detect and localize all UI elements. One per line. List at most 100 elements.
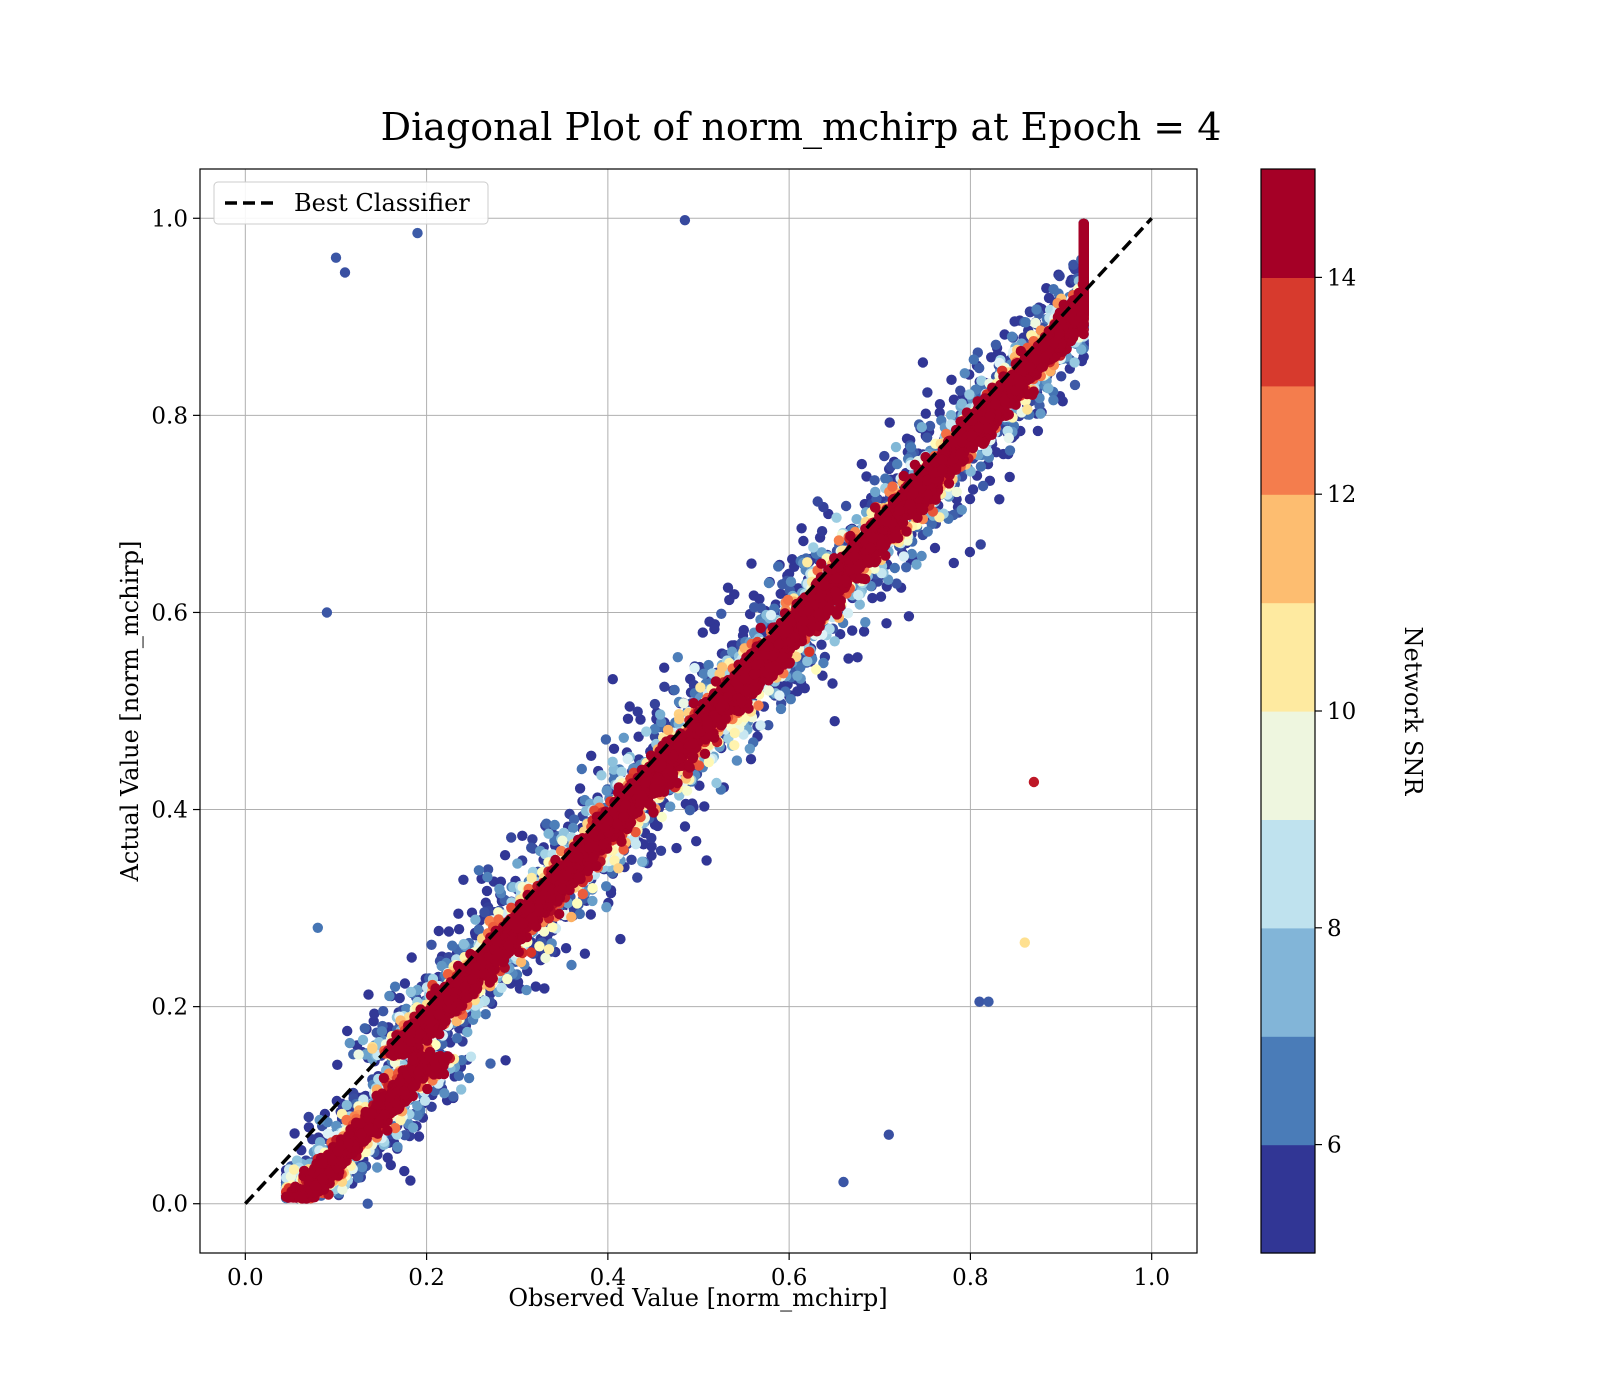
scatter-point xyxy=(695,682,706,693)
scatter-point xyxy=(729,727,740,739)
scatter-point xyxy=(916,422,927,433)
scatter-point xyxy=(549,819,560,831)
scatter-point xyxy=(816,639,827,650)
scatter-point xyxy=(964,389,975,400)
scatter-point xyxy=(811,664,822,675)
scatter-point xyxy=(407,1122,419,1133)
scatter-point xyxy=(419,1095,431,1107)
scatter-point xyxy=(608,743,620,754)
scatter-point xyxy=(405,1175,416,1186)
scatter-point xyxy=(847,625,858,636)
scatter-point xyxy=(494,883,505,895)
scatter-point xyxy=(557,835,568,846)
scatter-point xyxy=(356,1161,368,1173)
chart-title: Diagonal Plot of norm_mchirp at Epoch = … xyxy=(381,105,1222,150)
scatter-point xyxy=(453,924,465,935)
scatter-point xyxy=(363,989,374,1000)
scatter-point xyxy=(344,1037,355,1049)
scatter-point xyxy=(1035,408,1046,419)
scatter-point xyxy=(479,907,490,918)
scatter-point xyxy=(655,709,666,720)
scatter-point xyxy=(384,990,395,1002)
scatter-point xyxy=(659,662,670,673)
scatter-point xyxy=(922,387,933,398)
scatter-point xyxy=(905,442,917,453)
scatter-point xyxy=(615,933,626,945)
scatter-point xyxy=(729,740,740,751)
scatter-point xyxy=(622,713,634,724)
scatter-point xyxy=(785,694,796,705)
scatter-point xyxy=(838,1176,849,1188)
scatter-point xyxy=(716,608,727,619)
scatter-point xyxy=(288,1164,300,1175)
scatter-point xyxy=(831,512,842,523)
scatter-point xyxy=(975,461,987,472)
scatter-point xyxy=(635,714,646,725)
scatter-point xyxy=(576,763,587,775)
scatter-point xyxy=(527,834,538,845)
scatter-point xyxy=(632,706,643,717)
scatter-point xyxy=(566,959,577,971)
scatter-point xyxy=(879,450,890,462)
scatter-point xyxy=(975,539,986,550)
scatter-point xyxy=(934,399,946,410)
scatter-point xyxy=(433,925,444,937)
scatter-point xyxy=(917,357,929,368)
scatter-point xyxy=(624,701,635,712)
scatter-point xyxy=(1032,425,1044,437)
scatter-point xyxy=(473,924,484,935)
scatter-point xyxy=(600,734,612,745)
scatter-point xyxy=(1048,395,1059,406)
scatter-point xyxy=(473,865,485,876)
scatter-point xyxy=(289,1128,300,1139)
scatter-point xyxy=(521,984,532,996)
scatter-point xyxy=(964,493,976,505)
scatter-point xyxy=(530,981,541,992)
scatter-point xyxy=(796,523,807,534)
scatter-point xyxy=(977,480,989,492)
scatter-point xyxy=(1004,445,1016,456)
scatter-point xyxy=(763,577,775,589)
scatter-point xyxy=(572,898,583,909)
scatter-point xyxy=(481,885,493,897)
scatter-point xyxy=(463,1072,475,1084)
scatter-point xyxy=(482,864,494,875)
scatter-point xyxy=(763,720,774,731)
scatter-point xyxy=(991,447,1002,458)
scatter-point xyxy=(773,561,784,572)
scatter-point xyxy=(321,607,333,618)
scatter-point xyxy=(399,1130,410,1141)
scatter-point xyxy=(921,432,933,443)
scatter-point xyxy=(637,856,648,867)
scatter-point xyxy=(622,753,633,765)
scatter-point xyxy=(669,684,680,696)
scatter-point xyxy=(765,609,777,621)
scatter-point xyxy=(890,441,902,453)
scatter-point xyxy=(744,743,755,754)
scatter-point xyxy=(1020,317,1031,328)
scatter-point xyxy=(835,629,846,640)
scatter-point xyxy=(376,1026,388,1037)
scatter-point xyxy=(652,820,663,832)
scatter-point xyxy=(512,858,523,869)
scatter-point xyxy=(585,909,596,920)
scatter-point xyxy=(1019,937,1030,948)
scatter-point xyxy=(638,839,649,850)
scatter-point xyxy=(816,526,828,537)
scatter-point xyxy=(1068,259,1079,270)
scatter-point xyxy=(911,559,922,570)
scatter-point xyxy=(339,267,351,278)
scatter-point xyxy=(808,542,819,553)
scatter-point xyxy=(607,756,618,767)
scatter-point xyxy=(517,830,528,841)
scatter-points xyxy=(280,215,1089,1209)
scatter-point xyxy=(574,783,586,794)
scatter-point xyxy=(372,1162,383,1173)
scatter-point xyxy=(307,1134,318,1145)
scatter-point xyxy=(959,368,970,379)
scatter-point xyxy=(618,732,629,743)
scatter-point xyxy=(792,670,803,681)
scatter-point xyxy=(426,939,437,950)
scatter-point xyxy=(1009,316,1020,327)
